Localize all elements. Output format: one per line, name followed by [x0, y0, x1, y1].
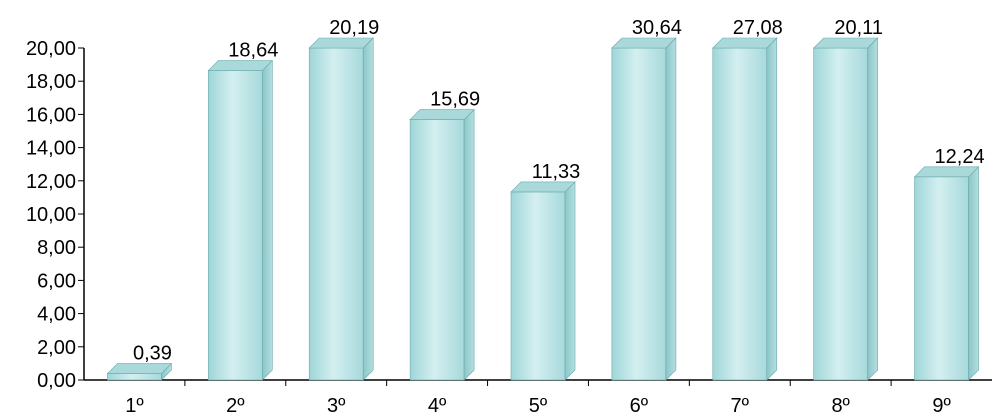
data-label: 11,33 [532, 161, 581, 183]
y-tick-label: 2,00 [37, 337, 76, 359]
bar [106, 362, 173, 381]
y-tick-label: 14,00 [26, 138, 76, 160]
data-label: 27,08 [733, 17, 783, 39]
axes: 0,00 2,00 4,00 6,00 8,00 10,00 12,00 14,00 16,00… [26, 38, 992, 392]
bar-front-face [107, 373, 162, 381]
bar [510, 181, 576, 381]
bar-front-face [914, 176, 969, 381]
y-tick-label: 16,00 [26, 104, 76, 126]
bars [106, 37, 980, 381]
bar-front-face [813, 47, 868, 381]
y-tick-label: 10,00 [26, 204, 76, 226]
bar-side-face [867, 37, 878, 381]
bar-top-face [712, 37, 778, 49]
y-tick-label: 18,00 [26, 71, 76, 93]
bar [207, 59, 274, 381]
data-label: 20,19 [329, 17, 379, 39]
bar-front-face [611, 47, 667, 381]
x-tick-label: 5º [529, 395, 548, 414]
bar [913, 166, 980, 381]
data-label: 20,11 [834, 17, 883, 39]
bar-front-face [510, 191, 566, 381]
bar-top-face [510, 181, 576, 193]
bar-top-face [106, 363, 173, 374]
bar-top-face [611, 37, 677, 49]
bar [409, 108, 475, 381]
y-tick-label: 20,00 [26, 38, 76, 60]
bar-top-face [812, 37, 879, 49]
bar-front-face [409, 119, 465, 381]
bar-side-face [564, 181, 576, 381]
y-tick-label: 6,00 [37, 270, 76, 292]
data-label: 12,24 [935, 146, 985, 168]
bar-front-face [308, 47, 364, 381]
bar-side-face [665, 37, 677, 381]
x-tick-label: 1º [125, 395, 144, 414]
x-tick-label: 9º [932, 395, 951, 414]
bar-side-face [968, 166, 979, 381]
labels: 1º 2º 3º 4º 5º 6º 7º 8º 9º 0,39 18,64 20,19 15,69 11,… [125, 17, 984, 414]
bar-top-face [308, 37, 374, 49]
bar-side-face [766, 37, 778, 381]
bar [712, 37, 778, 381]
bar-side-face [463, 108, 475, 381]
bar-side-face [262, 59, 273, 381]
x-tick-label: 3º [327, 395, 346, 414]
bar-side-face [362, 37, 374, 381]
y-tick-label: 4,00 [37, 304, 76, 326]
x-tick-label: 8º [831, 395, 850, 414]
bar [308, 37, 374, 381]
y-tick-label: 12,00 [26, 171, 76, 193]
y-tick-label: 0,00 [37, 370, 76, 392]
bar-top-face [913, 166, 980, 178]
data-label: 0,39 [133, 343, 172, 365]
y-tick-label: 8,00 [37, 237, 76, 259]
bar [611, 37, 677, 381]
data-label: 15,69 [430, 89, 480, 111]
data-label: 18,64 [228, 40, 278, 62]
x-tick-label: 6º [630, 395, 649, 414]
bar-front-face [712, 47, 768, 381]
x-tick-label: 4º [428, 395, 447, 414]
bar-front-face [208, 70, 263, 381]
x-tick-label: 2º [226, 395, 245, 414]
bar-top-face [409, 109, 475, 120]
bar-top-face [207, 60, 274, 71]
data-label: 30,64 [632, 17, 682, 39]
bar [812, 37, 879, 381]
x-tick-label: 7º [731, 395, 750, 414]
